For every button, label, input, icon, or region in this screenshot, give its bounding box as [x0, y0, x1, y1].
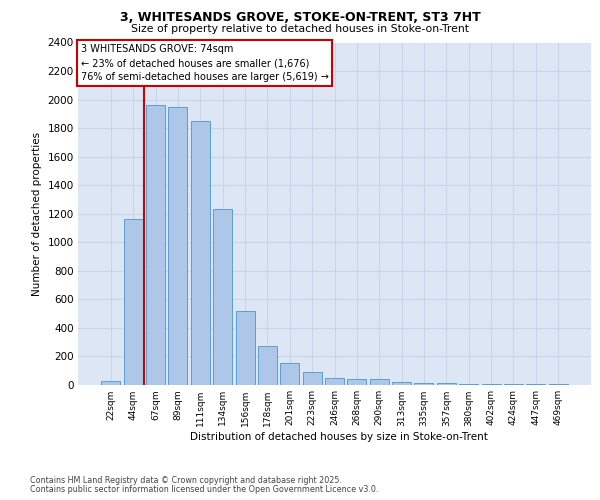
- Bar: [258, 346, 277, 385]
- Bar: [124, 220, 143, 385]
- Bar: [169, 106, 187, 385]
- Text: Distribution of detached houses by size in Stoke-on-Trent: Distribution of detached houses by size …: [190, 432, 488, 442]
- Bar: [302, 372, 322, 385]
- Bar: [415, 383, 433, 385]
- Text: 3 WHITESANDS GROVE: 74sqm
← 23% of detached houses are smaller (1,676)
76% of se: 3 WHITESANDS GROVE: 74sqm ← 23% of detac…: [80, 44, 328, 82]
- Bar: [191, 121, 210, 385]
- Bar: [392, 382, 411, 385]
- Bar: [213, 210, 232, 385]
- Bar: [280, 363, 299, 385]
- Text: Size of property relative to detached houses in Stoke-on-Trent: Size of property relative to detached ho…: [131, 24, 469, 34]
- Bar: [370, 380, 389, 385]
- Bar: [548, 384, 568, 385]
- Bar: [504, 384, 523, 385]
- Text: Contains HM Land Registry data © Crown copyright and database right 2025.: Contains HM Land Registry data © Crown c…: [30, 476, 342, 485]
- Bar: [347, 380, 367, 385]
- Bar: [325, 378, 344, 385]
- Bar: [236, 311, 254, 385]
- Bar: [437, 384, 456, 385]
- Bar: [146, 106, 165, 385]
- Text: 3, WHITESANDS GROVE, STOKE-ON-TRENT, ST3 7HT: 3, WHITESANDS GROVE, STOKE-ON-TRENT, ST3…: [119, 11, 481, 24]
- Y-axis label: Number of detached properties: Number of detached properties: [32, 132, 42, 296]
- Bar: [101, 382, 121, 385]
- Bar: [526, 384, 545, 385]
- Text: Contains public sector information licensed under the Open Government Licence v3: Contains public sector information licen…: [30, 485, 379, 494]
- Bar: [459, 384, 478, 385]
- Bar: [482, 384, 500, 385]
